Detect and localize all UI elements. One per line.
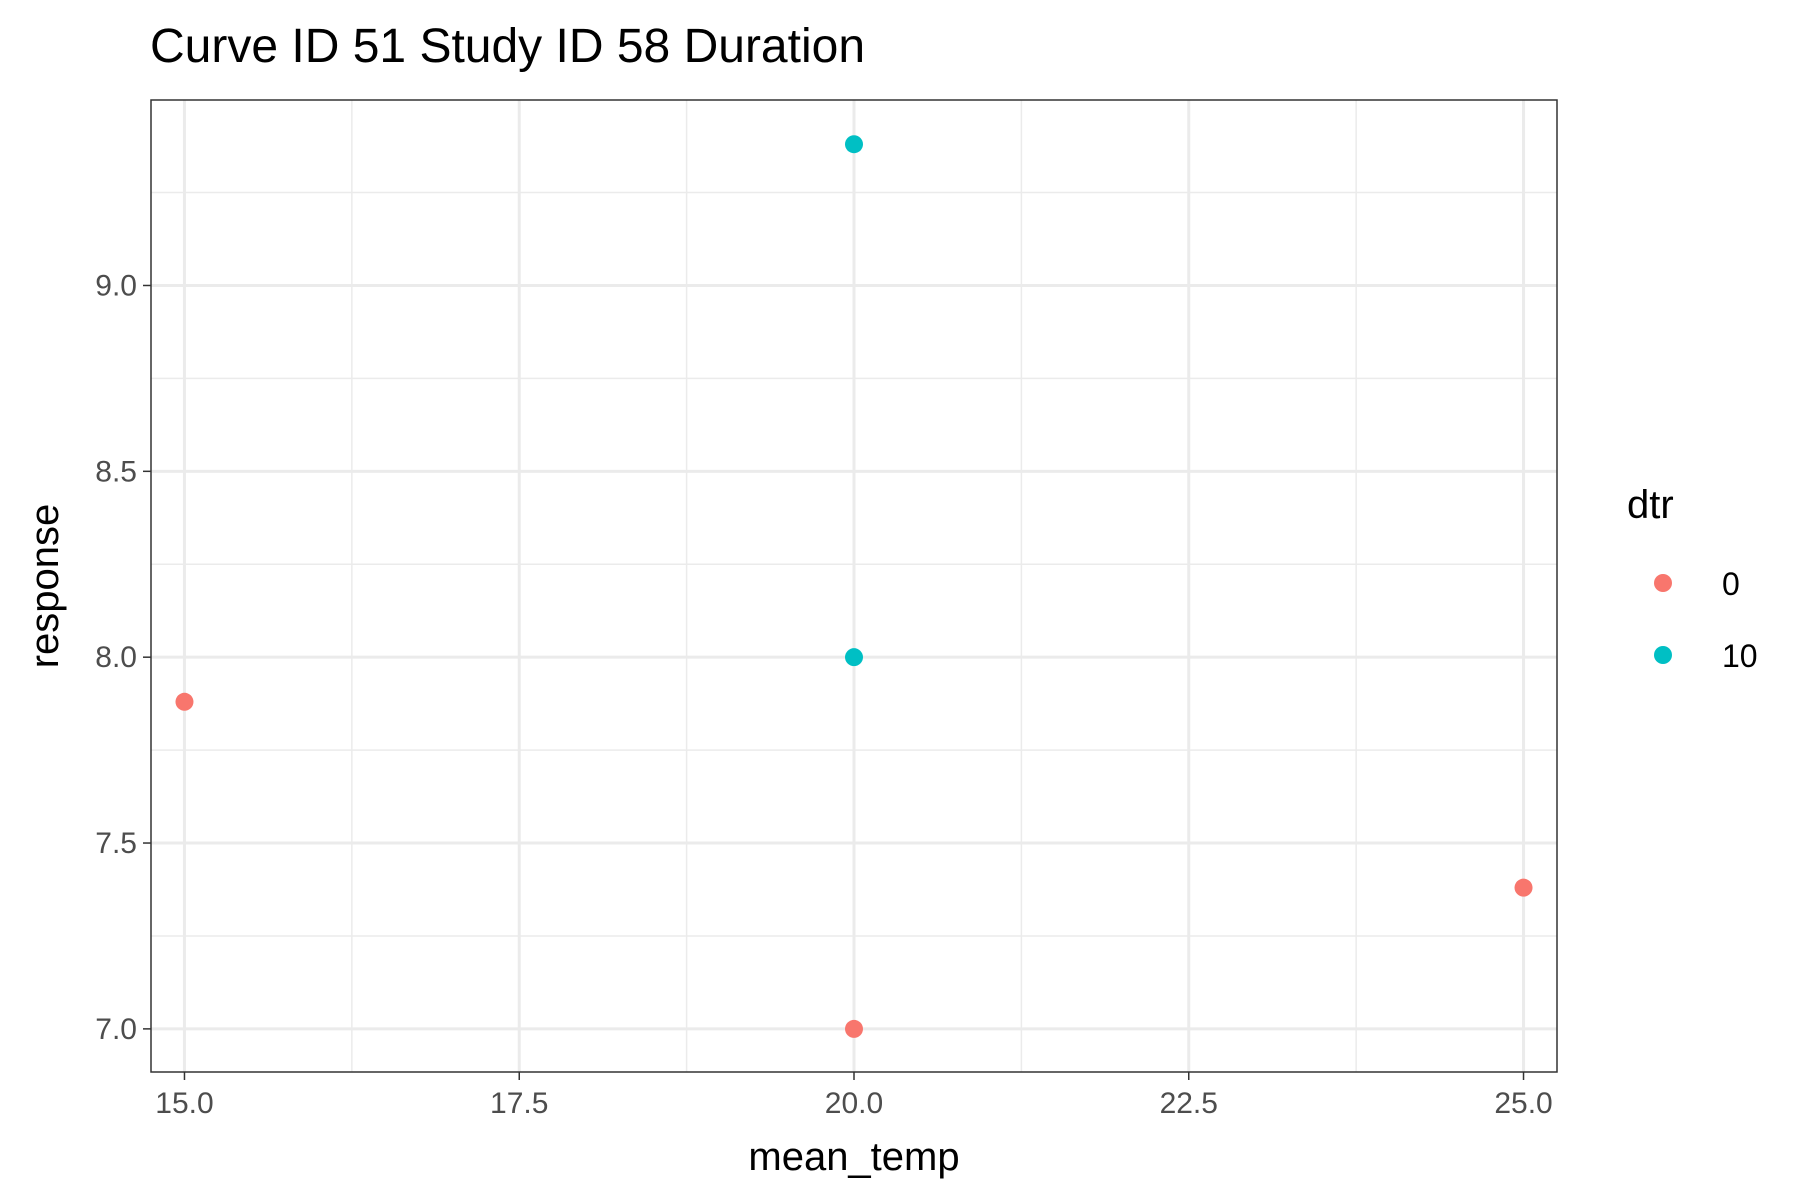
data-point-dtr-0 <box>175 692 194 711</box>
legend-key-10 <box>1654 646 1672 664</box>
x-tick-label: 15.0 <box>155 1087 213 1120</box>
x-tick-label: 22.5 <box>1160 1087 1218 1120</box>
x-axis-title: mean_temp <box>748 1135 959 1179</box>
y-tick-label: 9.0 <box>95 269 137 302</box>
data-point-dtr-0 <box>845 1019 863 1038</box>
data-point-dtr-10 <box>845 135 863 154</box>
data-point-dtr-10 <box>845 648 863 667</box>
y-tick-label: 8.5 <box>95 455 137 488</box>
plot-panel <box>150 99 1558 1073</box>
legend-label-10: 10 <box>1722 638 1758 674</box>
x-tick-label: 17.5 <box>490 1087 548 1120</box>
data-point-dtr-0 <box>1514 878 1533 897</box>
legend-label-0: 0 <box>1722 566 1740 602</box>
y-tick-label: 7.0 <box>95 1013 137 1046</box>
x-tick-label: 25.0 <box>1494 1087 1552 1120</box>
legend: dtr 0 10 <box>1627 483 1758 674</box>
x-axis: 15.0 17.5 20.0 22.5 25.0 <box>155 1072 1553 1120</box>
chart-title: Curve ID 51 Study ID 58 Duration <box>150 20 865 73</box>
x-tick-label: 20.0 <box>825 1087 883 1120</box>
legend-entries: 0 10 <box>1654 566 1758 674</box>
y-tick-label: 7.5 <box>95 827 137 860</box>
y-tick-label: 8.0 <box>95 641 137 674</box>
y-axis-title: response <box>23 504 67 669</box>
legend-title: dtr <box>1627 483 1674 527</box>
legend-key-0 <box>1654 574 1672 592</box>
data-points <box>175 135 1533 1038</box>
y-axis: 7.0 7.5 8.0 8.5 9.0 <box>95 269 151 1046</box>
